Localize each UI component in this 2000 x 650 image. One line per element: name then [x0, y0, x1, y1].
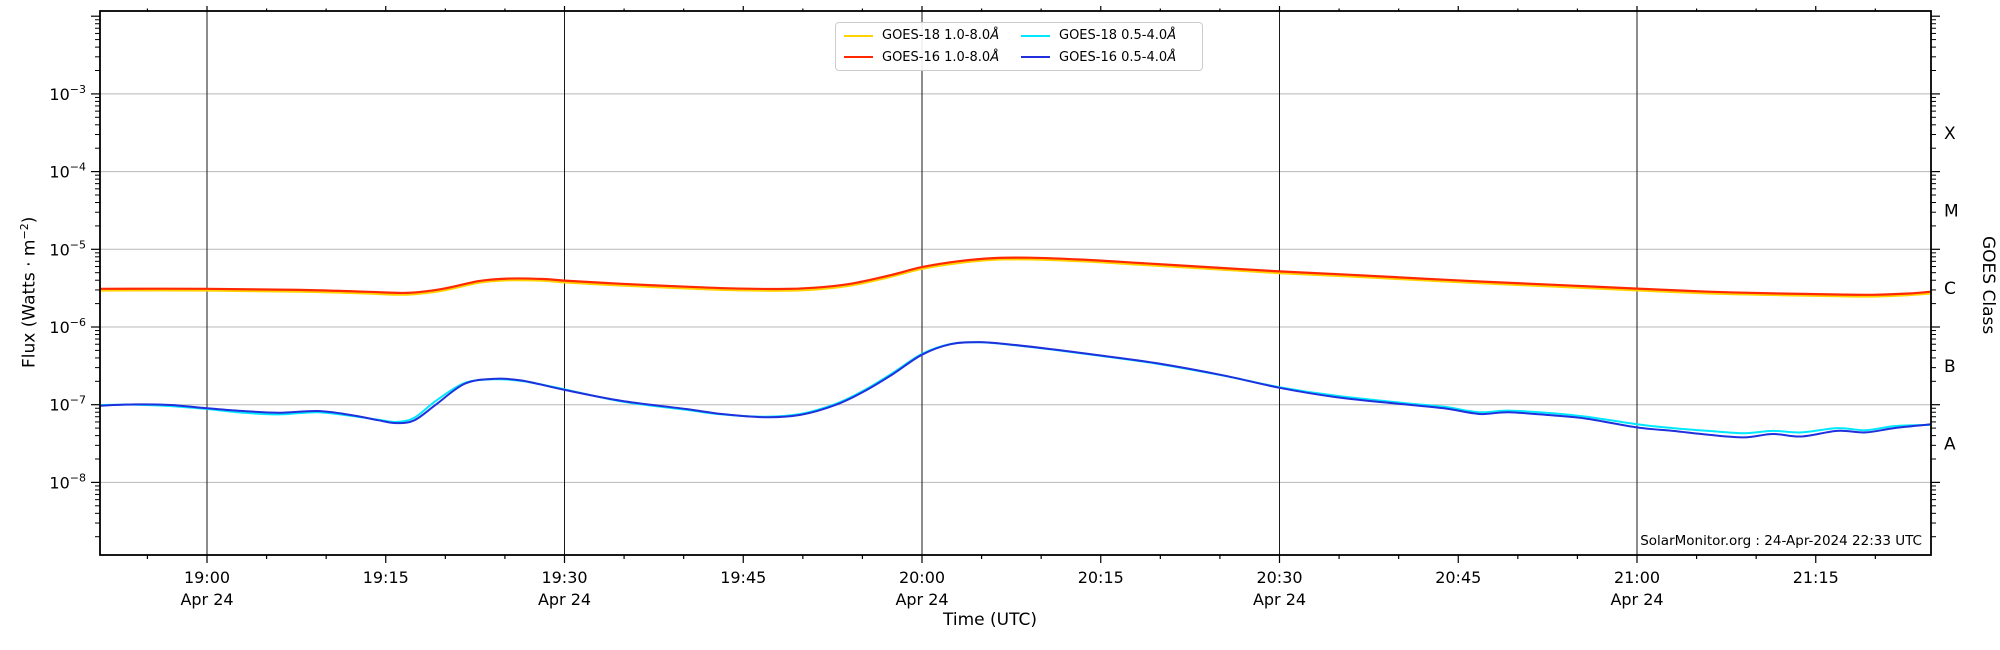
legend-label: GOES-16 0.5-4.0Å [1059, 49, 1177, 65]
x-tick-label: 20:15 [1078, 568, 1124, 587]
y-gridlines [100, 93, 1931, 483]
y-axis-label-goes-class: GOES Class [1978, 236, 1998, 335]
y-tick-label: 10−8 [49, 471, 86, 492]
x-tick-label: 19:45 [720, 568, 766, 587]
legend-label: GOES-18 0.5-4.0Å [1059, 28, 1177, 44]
x-tick-date-label: Apr 24 [1610, 590, 1663, 609]
x-tick-date-label: Apr 24 [1253, 590, 1306, 609]
x-tick-date-label: Apr 24 [538, 590, 591, 609]
y-tick-label: 10−7 [49, 394, 86, 415]
x-tick-labels: 19:00 Apr 24 19:15 19:30 Apr 24 19:45 20:00 Apr… [180, 568, 1838, 609]
series-curves [100, 256, 1931, 439]
y-tick-label: 10−3 [49, 83, 86, 104]
legend-swatch-line [844, 34, 873, 37]
plot-frame [99, 10, 1932, 556]
legend-label: GOES-16 1.0-8.0Å [882, 49, 1000, 65]
y-axis-label-flux: Flux (Watts · m−2) [18, 216, 40, 368]
x-tick-label: 19:30 [541, 568, 587, 587]
x-tick-label: 21:00 [1614, 568, 1660, 587]
legend-label: GOES-18 1.0-8.0Å [882, 28, 1000, 44]
legend-swatch-line [1021, 56, 1050, 59]
x-tick-label: 21:15 [1793, 568, 1839, 587]
goes-class-tick-label-c: C [1944, 279, 1956, 299]
goes-class-tick-label-b: B [1944, 357, 1956, 377]
goes-class-letters: X M C B A [1944, 124, 1959, 455]
source-timestamp-annotation: SolarMonitor.org : 24-Apr-2024 22:33 UTC [1640, 533, 1922, 549]
series-goes-16-short [100, 341, 1931, 439]
legend-item-goes16-long: GOES-16 1.0-8.0Å [844, 51, 1021, 64]
x-tick-label: 19:00 [184, 568, 230, 587]
x-tick-label: 20:00 [899, 568, 945, 587]
x-gridlines [206, 11, 1638, 555]
y-tick-label: 10−5 [49, 238, 86, 259]
legend-item-goes18-long: GOES-18 1.0-8.0Å [844, 29, 1021, 42]
legend-item-goes16-short: GOES-16 0.5-4.0Å [1021, 51, 1198, 64]
legend-swatch-line [1021, 34, 1050, 37]
y-tick-label: 10−6 [49, 316, 86, 337]
x-tick-label: 20:30 [1256, 568, 1302, 587]
x-tick-date-label: Apr 24 [180, 590, 233, 609]
x-tick-label: 20:45 [1435, 568, 1481, 587]
series-goes-16-long [100, 256, 1931, 296]
legend: GOES-18 1.0-8.0Å GOES-16 1.0-8.0Å GOES-1… [835, 22, 1203, 71]
goes-class-tick-label-x: X [1944, 124, 1956, 144]
x-tick-date-label: Apr 24 [895, 590, 948, 609]
x-tick-label: 19:15 [363, 568, 409, 587]
x-axis-label: Time (UTC) [943, 610, 1037, 630]
series-goes-18-long [100, 258, 1931, 298]
goes-class-tick-label-m: M [1944, 201, 1959, 221]
axis-ticks [91, 6, 1940, 563]
y-tick-label: 10−4 [49, 161, 86, 182]
goes-class-tick-label-a: A [1944, 435, 1956, 455]
y-tick-labels: 10−3 10−4 10−5 10−6 10−7 10−8 [49, 83, 86, 492]
legend-item-goes18-short: GOES-18 0.5-4.0Å [1021, 29, 1198, 42]
legend-swatch-line [844, 56, 873, 59]
